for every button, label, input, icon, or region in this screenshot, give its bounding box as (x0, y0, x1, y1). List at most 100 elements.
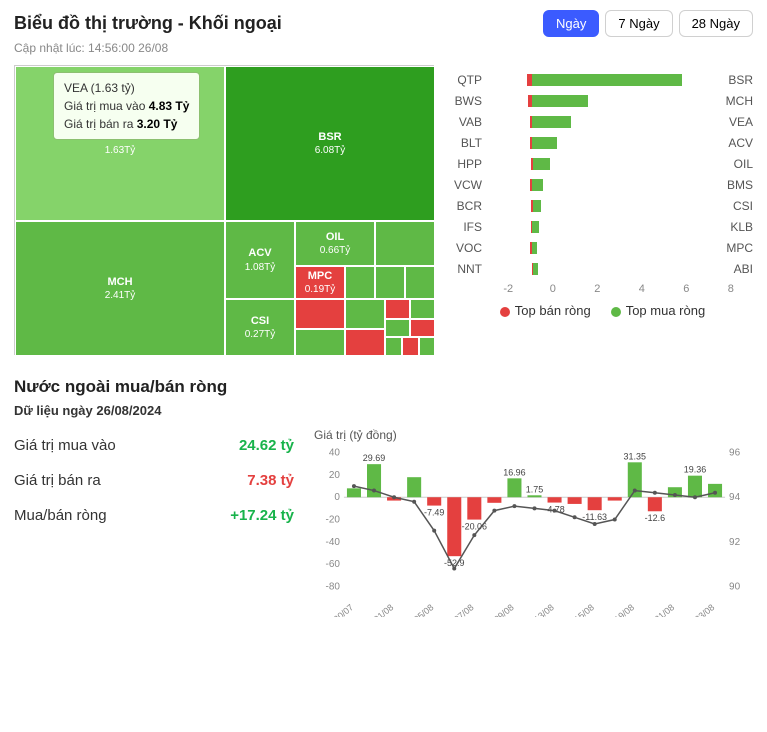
stat-value: 24.62 tỷ (239, 437, 294, 454)
svg-text:13/08: 13/08 (532, 602, 556, 617)
hbar-right-sym: MPC (720, 241, 753, 255)
stat-row: Giá trị bán ra 7.38 tỷ (14, 463, 294, 498)
treemap-cell[interactable] (295, 299, 345, 329)
hbar-xtick: 8 (709, 283, 754, 295)
tab-7-ngày[interactable]: 7 Ngày (605, 10, 672, 37)
svg-text:29.69: 29.69 (363, 453, 385, 463)
hbar-xtick: 2 (575, 283, 620, 295)
treemap-cell[interactable] (385, 299, 410, 319)
stat-key: Mua/bán ròng (14, 507, 107, 524)
hbar-chart: QTPBSRBWSMCHVABVEABLTACVHPPOILVCWBMSBCRC… (452, 65, 753, 355)
svg-text:20: 20 (329, 470, 341, 481)
hbar-row: BLT ACV (452, 132, 753, 153)
svg-text:31.35: 31.35 (624, 451, 646, 461)
treemap-cell[interactable] (385, 337, 402, 356)
tooltip-buy-label: Giá trị mua vào (64, 99, 145, 113)
hbar-row: VCWBMS (452, 174, 753, 195)
hbar-row: BCR CSI (452, 195, 753, 216)
treemap-cell[interactable] (375, 266, 405, 299)
svg-text:-40: -40 (326, 537, 341, 548)
hbar-left-sym: BCR (452, 199, 486, 213)
svg-text:01/08: 01/08 (372, 602, 396, 617)
hbar-right-sym: BMS (721, 178, 753, 192)
tooltip-sell-label: Giá trị bán ra (64, 117, 133, 131)
treemap-cell[interactable] (410, 299, 435, 319)
svg-text:23/08: 23/08 (693, 602, 717, 617)
svg-text:30/07: 30/07 (332, 602, 356, 617)
svg-text:07/08: 07/08 (452, 602, 476, 617)
stat-value: +17.24 tỷ (230, 507, 294, 524)
svg-text:16.96: 16.96 (503, 467, 525, 477)
treemap-cell[interactable] (345, 299, 385, 329)
treemap-cell-acv[interactable]: ACV1.08Tỷ (225, 221, 295, 299)
svg-text:05/08: 05/08 (412, 602, 436, 617)
treemap-cell[interactable] (385, 319, 410, 337)
treemap-cell-csi[interactable]: CSI0.27Tỷ (225, 299, 295, 356)
hbar-row: VOC MPC (452, 237, 753, 258)
treemap-cell[interactable] (419, 337, 435, 356)
hbar-right-sym: MCH (720, 94, 753, 108)
treemap-cell[interactable] (345, 266, 375, 299)
combo-chart: Giá trị (tỷ đồng) 40200-20-40-60-8096949… (314, 428, 753, 622)
treemap-cell[interactable] (375, 221, 435, 266)
stat-value: 7.38 tỷ (247, 472, 294, 489)
hbar-xtick: 6 (664, 283, 709, 295)
treemap-cell[interactable] (410, 319, 435, 337)
hbar-xtick: 0 (531, 283, 576, 295)
svg-text:-7.49: -7.49 (424, 508, 444, 518)
svg-text:90: 90 (729, 581, 741, 592)
hbar-xaxis: -202468 (452, 283, 753, 295)
tab-ngày[interactable]: Ngày (543, 10, 599, 37)
svg-text:92: 92 (729, 537, 741, 548)
hbar-row: BWS MCH (452, 90, 753, 111)
svg-text:-80: -80 (326, 581, 341, 592)
combo-ylabel: Giá trị (tỷ đồng) (314, 428, 753, 442)
tab-28-ngày[interactable]: 28 Ngày (679, 10, 753, 37)
hbar-row: VAB VEA (452, 111, 753, 132)
hbar-left-sym: VAB (452, 115, 486, 129)
range-tabs: Ngày7 Ngày 28 Ngày (543, 10, 753, 37)
stat-key: Giá trị bán ra (14, 472, 101, 489)
treemap-cell-oil[interactable]: OIL0.66Tỷ (295, 221, 375, 266)
svg-text:15/08: 15/08 (572, 602, 596, 617)
treemap-cell-mpc[interactable]: MPC0.19Tỷ (295, 266, 345, 299)
hbar-legend: Top bán ròngTop mua ròng (452, 303, 753, 318)
hbar-left-sym: IFS (452, 220, 486, 234)
hbar-xtick: 4 (620, 283, 665, 295)
treemap-tooltip: VEA (1.63 tỷ) Giá trị mua vào 4.83 Tỷ Gi… (53, 72, 200, 140)
hbar-xtick: -2 (486, 283, 531, 295)
section2-subtitle: Dữ liệu ngày 26/08/2024 (14, 403, 753, 418)
treemap-cell-mch[interactable]: MCH2.41Tỷ (15, 221, 225, 356)
tooltip-buy-value: 4.83 Tỷ (149, 99, 190, 113)
hbar-left-sym: HPP (452, 157, 486, 171)
hbar-right-sym: ACV (722, 136, 753, 150)
hbar-left-sym: BWS (452, 94, 486, 108)
legend-item: Top mua ròng (611, 303, 706, 318)
treemap-chart[interactable]: VEA (1.63 tỷ) Giá trị mua vào 4.83 Tỷ Gi… (14, 65, 434, 355)
section2-title: Nước ngoài mua/bán ròng (14, 377, 753, 397)
treemap-cell[interactable] (295, 329, 345, 356)
treemap-cell[interactable] (402, 337, 419, 356)
svg-text:0: 0 (334, 492, 340, 503)
svg-text:1.75: 1.75 (526, 484, 543, 494)
stat-row: Mua/bán ròng +17.24 tỷ (14, 498, 294, 533)
stat-key: Giá trị mua vào (14, 437, 116, 454)
update-time: Cập nhật lúc: 14:56:00 26/08 (14, 41, 753, 55)
svg-text:-12.6: -12.6 (645, 513, 665, 523)
hbar-right-sym: CSI (727, 199, 753, 213)
hbar-right-sym: ABI (728, 262, 753, 276)
svg-text:40: 40 (329, 448, 341, 459)
treemap-cell-bsr[interactable]: BSR6.08Tỷ (225, 66, 435, 221)
hbar-row: NNT ABI (452, 258, 753, 279)
treemap-cell[interactable] (345, 329, 385, 356)
hbar-right-sym: VEA (723, 115, 753, 129)
hbar-right-sym: KLB (724, 220, 753, 234)
hbar-left-sym: BLT (452, 136, 486, 150)
tooltip-line1: VEA (1.63 tỷ) (64, 79, 189, 97)
treemap-cell[interactable] (405, 266, 435, 299)
svg-text:-60: -60 (326, 559, 341, 570)
hbar-left-sym: VOC (452, 241, 486, 255)
hbar-left-sym: NNT (452, 262, 486, 276)
svg-text:19/08: 19/08 (612, 602, 636, 617)
hbar-row: QTPBSR (452, 69, 753, 90)
